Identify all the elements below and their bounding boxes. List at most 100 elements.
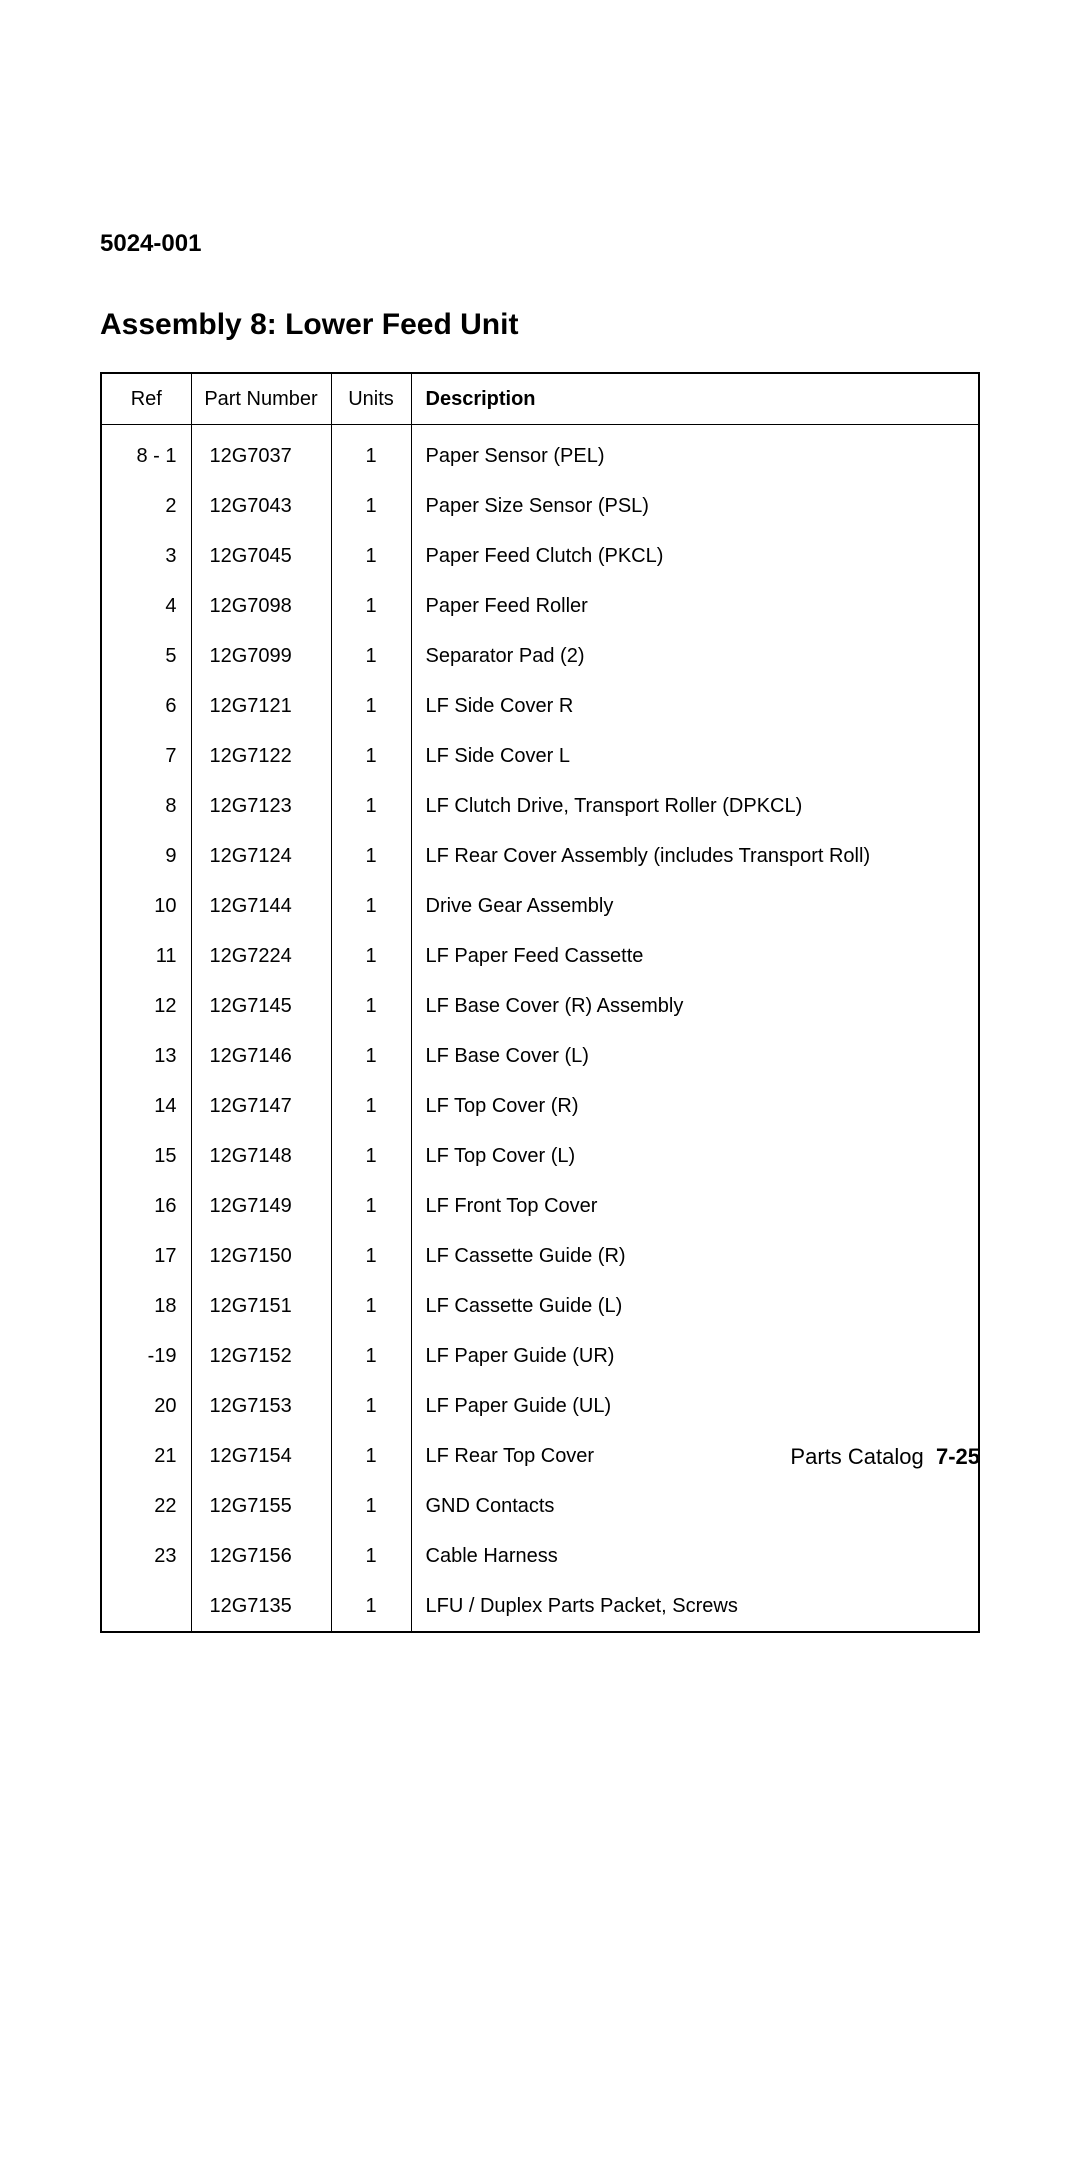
cell-units: 1: [331, 781, 411, 831]
cell-units: 1: [331, 1031, 411, 1081]
cell-part-number: 12G7156: [191, 1531, 331, 1581]
cell-ref: 7: [101, 731, 191, 781]
cell-part-number: 12G7150: [191, 1231, 331, 1281]
cell-part-number: 12G7148: [191, 1131, 331, 1181]
cell-units: 1: [331, 531, 411, 581]
cell-description: LF Side Cover L: [411, 731, 979, 781]
cell-ref: -19: [101, 1331, 191, 1381]
table-row: 12G71351LFU / Duplex Parts Packet, Screw…: [101, 1581, 979, 1632]
cell-units: 1: [331, 731, 411, 781]
col-header-description: Description: [411, 373, 979, 425]
cell-units: 1: [331, 981, 411, 1031]
cell-ref: 18: [101, 1281, 191, 1331]
table-row: 1312G71461LF Base Cover (L): [101, 1031, 979, 1081]
table-row: 812G71231LF Clutch Drive, Transport Roll…: [101, 781, 979, 831]
cell-part-number: 12G7045: [191, 531, 331, 581]
cell-part-number: 12G7099: [191, 631, 331, 681]
cell-ref: 15: [101, 1131, 191, 1181]
cell-part-number: 12G7146: [191, 1031, 331, 1081]
cell-description: LF Cassette Guide (R): [411, 1231, 979, 1281]
cell-description: Paper Feed Roller: [411, 581, 979, 631]
cell-part-number: 12G7043: [191, 481, 331, 531]
cell-description: Drive Gear Assembly: [411, 881, 979, 931]
cell-description: LF Top Cover (R): [411, 1081, 979, 1131]
cell-ref: 23: [101, 1531, 191, 1581]
cell-units: 1: [331, 1231, 411, 1281]
cell-ref: 20: [101, 1381, 191, 1431]
cell-part-number: 12G7151: [191, 1281, 331, 1331]
cell-part-number: 12G7122: [191, 731, 331, 781]
cell-units: 1: [331, 481, 411, 531]
cell-units: 1: [331, 1381, 411, 1431]
page-footer: Parts Catalog 7-25: [790, 1444, 980, 1470]
cell-units: 1: [331, 881, 411, 931]
cell-description: LF Front Top Cover: [411, 1181, 979, 1231]
cell-part-number: 12G7147: [191, 1081, 331, 1131]
table-header-row: Ref Part Number Units Description: [101, 373, 979, 425]
cell-ref: 16: [101, 1181, 191, 1231]
table-row: 412G70981Paper Feed Roller: [101, 581, 979, 631]
table-row: -1912G71521LF Paper Guide (UR): [101, 1331, 979, 1381]
cell-units: 1: [331, 931, 411, 981]
footer-label: Parts Catalog: [790, 1444, 923, 1469]
cell-units: 1: [331, 1481, 411, 1531]
cell-ref: 6: [101, 681, 191, 731]
table-row: 612G71211LF Side Cover R: [101, 681, 979, 731]
cell-part-number: 12G7124: [191, 831, 331, 881]
cell-description: Separator Pad (2): [411, 631, 979, 681]
table-row: 1412G71471LF Top Cover (R): [101, 1081, 979, 1131]
cell-description: LF Paper Feed Cassette: [411, 931, 979, 981]
cell-ref: 17: [101, 1231, 191, 1281]
cell-ref: 8 - 1: [101, 425, 191, 482]
cell-part-number: 12G7149: [191, 1181, 331, 1231]
cell-part-number: 12G7155: [191, 1481, 331, 1531]
table-row: 2012G71531LF Paper Guide (UL): [101, 1381, 979, 1431]
cell-description: LF Base Cover (R) Assembly: [411, 981, 979, 1031]
cell-units: 1: [331, 631, 411, 681]
cell-units: 1: [331, 1431, 411, 1481]
cell-description: Paper Feed Clutch (PKCL): [411, 531, 979, 581]
cell-description: LF Clutch Drive, Transport Roller (DPKCL…: [411, 781, 979, 831]
footer-page-number: 7-25: [936, 1444, 980, 1469]
cell-ref: 5: [101, 631, 191, 681]
cell-ref: 8: [101, 781, 191, 831]
cell-ref: [101, 1581, 191, 1632]
cell-units: 1: [331, 1081, 411, 1131]
cell-description: LFU / Duplex Parts Packet, Screws: [411, 1581, 979, 1632]
col-header-ref: Ref: [101, 373, 191, 425]
cell-part-number: 12G7154: [191, 1431, 331, 1481]
col-header-part-number: Part Number: [191, 373, 331, 425]
cell-units: 1: [331, 1531, 411, 1581]
cell-units: 1: [331, 1281, 411, 1331]
cell-units: 1: [331, 1131, 411, 1181]
cell-part-number: 12G7152: [191, 1331, 331, 1381]
cell-units: 1: [331, 1181, 411, 1231]
cell-description: GND Contacts: [411, 1481, 979, 1531]
cell-part-number: 12G7153: [191, 1381, 331, 1431]
table-row: 1112G72241LF Paper Feed Cassette: [101, 931, 979, 981]
col-header-units: Units: [331, 373, 411, 425]
cell-description: Paper Size Sensor (PSL): [411, 481, 979, 531]
table-row: 1612G71491LF Front Top Cover: [101, 1181, 979, 1231]
cell-units: 1: [331, 681, 411, 731]
cell-ref: 14: [101, 1081, 191, 1131]
assembly-title: Assembly 8: Lower Feed Unit: [100, 308, 980, 342]
cell-description: LF Paper Guide (UR): [411, 1331, 979, 1381]
cell-description: LF Paper Guide (UL): [411, 1381, 979, 1431]
cell-ref: 4: [101, 581, 191, 631]
table-row: 2212G71551GND Contacts: [101, 1481, 979, 1531]
table-row: 312G70451Paper Feed Clutch (PKCL): [101, 531, 979, 581]
table-row: 212G70431Paper Size Sensor (PSL): [101, 481, 979, 531]
cell-part-number: 12G7144: [191, 881, 331, 931]
cell-description: LF Side Cover R: [411, 681, 979, 731]
cell-ref: 9: [101, 831, 191, 881]
cell-part-number: 12G7037: [191, 425, 331, 482]
cell-description: Cable Harness: [411, 1531, 979, 1581]
cell-part-number: 12G7145: [191, 981, 331, 1031]
cell-ref: 2: [101, 481, 191, 531]
cell-ref: 11: [101, 931, 191, 981]
cell-ref: 13: [101, 1031, 191, 1081]
table-row: 1712G71501LF Cassette Guide (R): [101, 1231, 979, 1281]
cell-description: LF Top Cover (L): [411, 1131, 979, 1181]
cell-part-number: 12G7135: [191, 1581, 331, 1632]
